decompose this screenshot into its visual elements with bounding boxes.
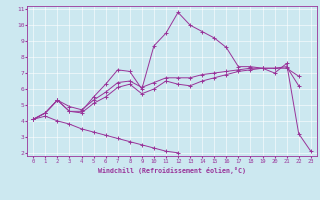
X-axis label: Windchill (Refroidissement éolien,°C): Windchill (Refroidissement éolien,°C) <box>98 167 246 174</box>
